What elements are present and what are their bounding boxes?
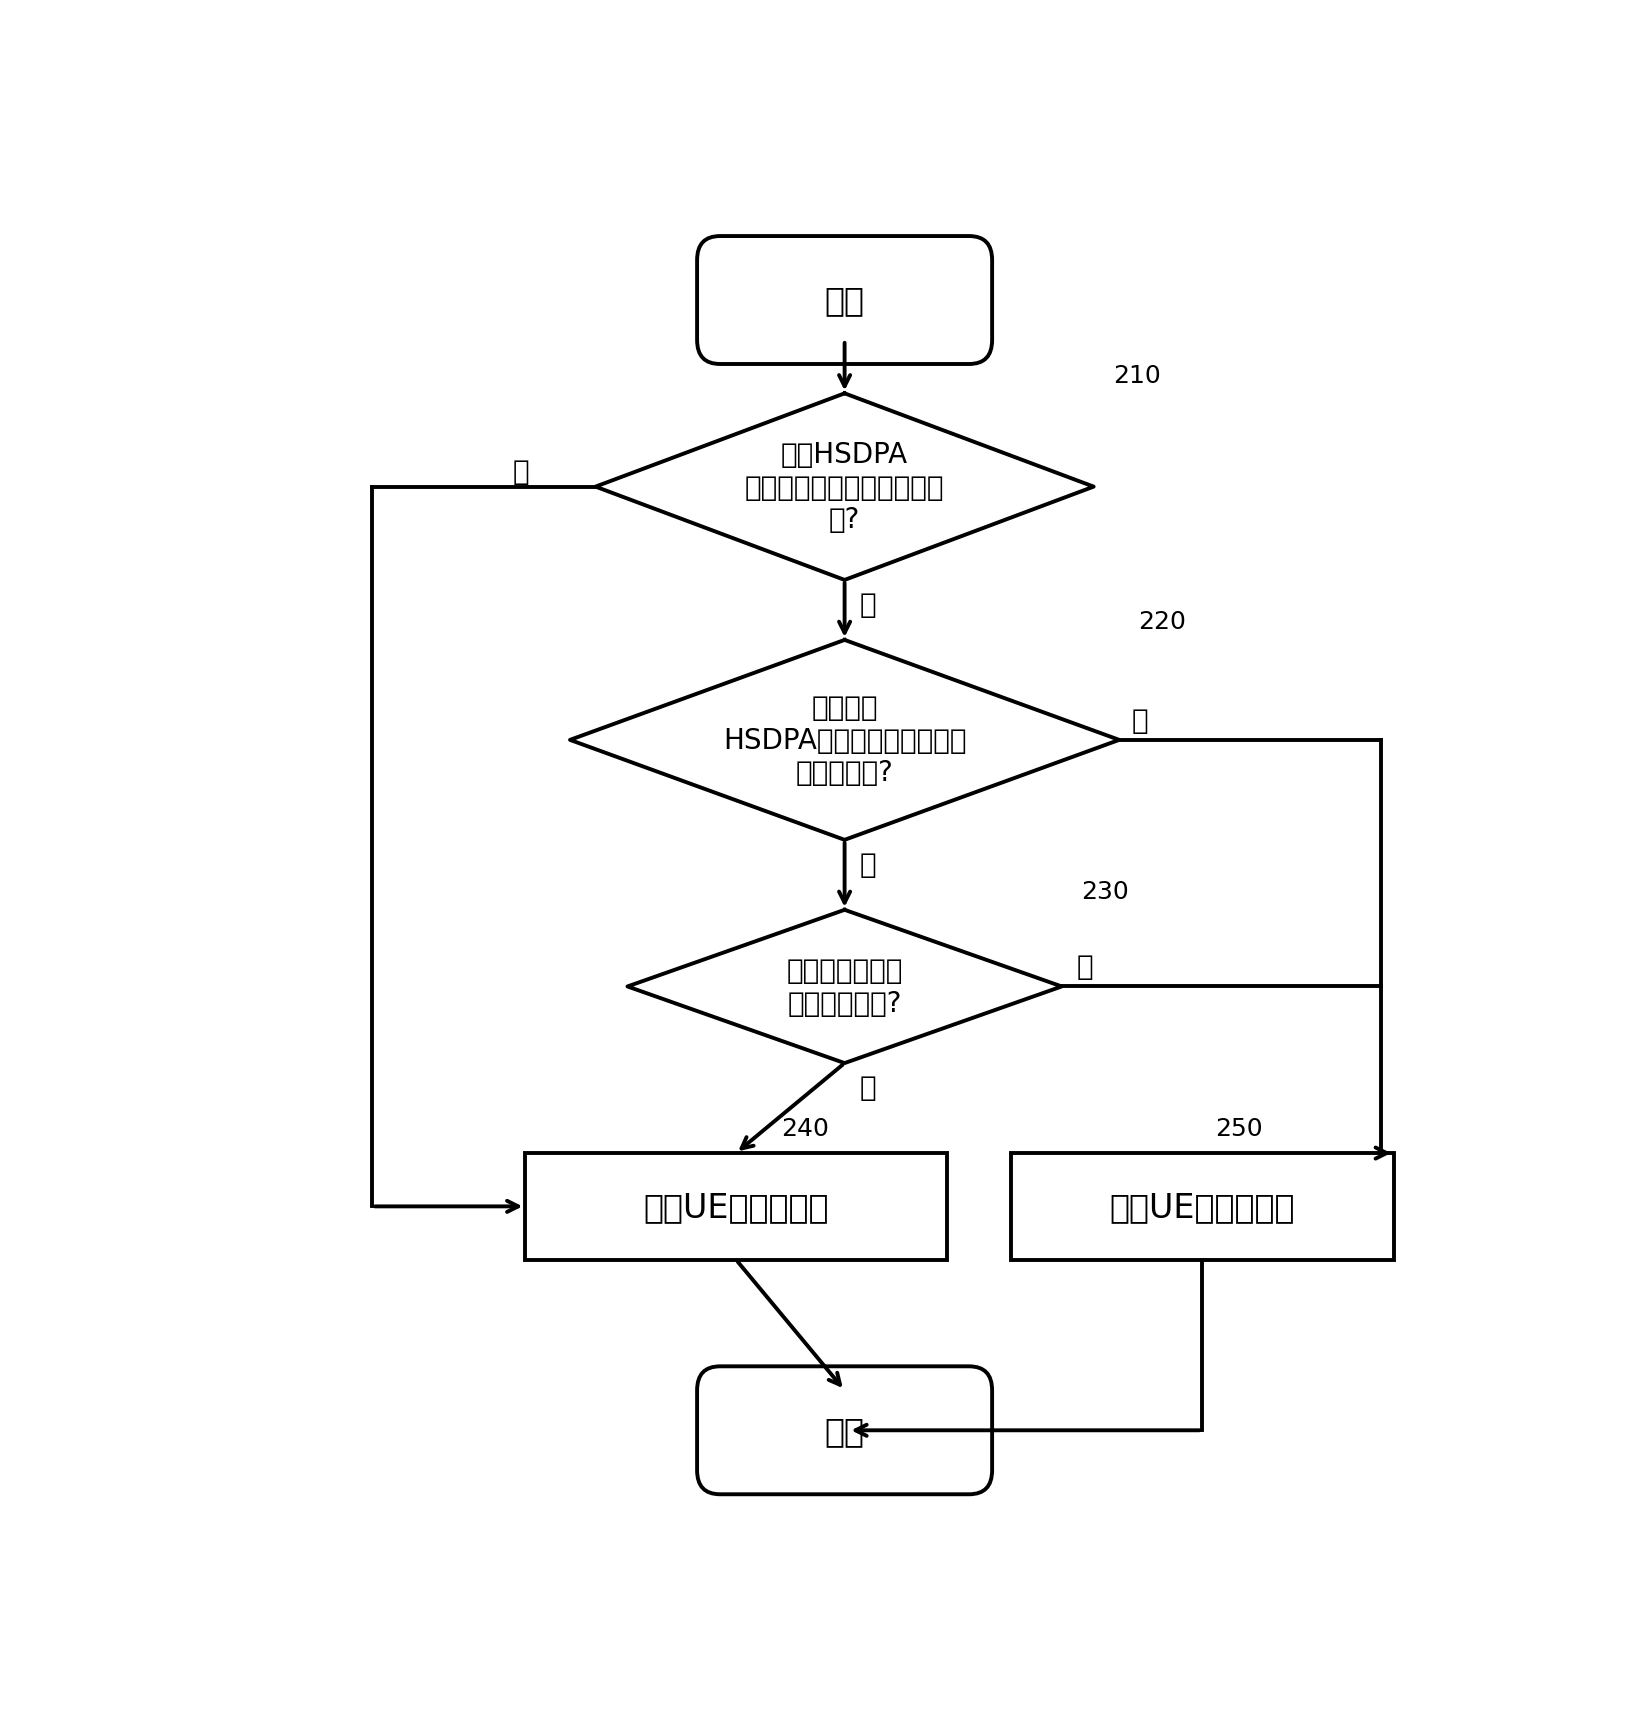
Text: 准许UE的接入请求: 准许UE的接入请求	[643, 1190, 829, 1223]
FancyBboxPatch shape	[697, 1367, 992, 1495]
Text: 下行总发射功率
是否满足要求?: 下行总发射功率 是否满足要求?	[786, 957, 903, 1017]
Text: 否: 否	[1132, 706, 1149, 735]
Text: 否: 否	[860, 590, 877, 619]
Text: 否: 否	[1078, 953, 1094, 981]
Text: 220: 220	[1139, 611, 1187, 633]
Text: 210: 210	[1112, 363, 1160, 388]
Text: 当前所有
HSDPA信道的总发射功率是
否满足要求?: 当前所有 HSDPA信道的总发射功率是 否满足要求?	[723, 694, 966, 787]
Text: 是: 是	[860, 851, 877, 879]
Text: 250: 250	[1215, 1116, 1262, 1140]
Text: 已有HSDPA
业务的服务质量是否得到满
足?: 已有HSDPA 业务的服务质量是否得到满 足?	[745, 441, 944, 535]
Text: 拒绝UE的接入请求: 拒绝UE的接入请求	[1109, 1190, 1295, 1223]
Text: 是: 是	[513, 457, 529, 486]
Polygon shape	[570, 640, 1119, 841]
Bar	[526, 1154, 946, 1259]
Text: 240: 240	[781, 1116, 829, 1140]
Text: 开始: 开始	[824, 284, 865, 317]
FancyBboxPatch shape	[697, 237, 992, 365]
Text: 是: 是	[860, 1073, 877, 1102]
Text: 结束: 结束	[824, 1413, 865, 1446]
Polygon shape	[595, 394, 1094, 581]
Text: 230: 230	[1081, 879, 1129, 903]
Polygon shape	[628, 910, 1061, 1064]
Bar	[1010, 1154, 1394, 1259]
